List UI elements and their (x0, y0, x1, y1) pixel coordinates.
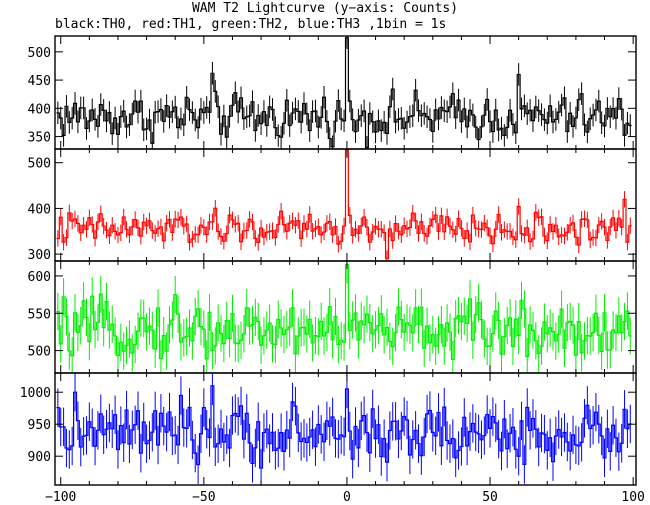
y-tick-label: 350 (28, 131, 51, 146)
x-tick-label: 100 (621, 490, 644, 505)
x-tick-label: 50 (482, 490, 498, 505)
chart-subtitle: black:TH0, red:TH1, green:TH2, blue:TH3 … (55, 17, 447, 32)
y-tick-label: 550 (28, 307, 51, 322)
step-line (56, 385, 632, 469)
y-tick-label: 300 (28, 248, 51, 263)
step-line (56, 149, 632, 260)
y-tick-label: 600 (28, 270, 51, 285)
step-line (56, 37, 632, 148)
series-th1 (56, 149, 632, 261)
series-th2 (56, 261, 632, 373)
panel-th0: 350 400 450 500 (28, 35, 637, 150)
series-th3 (56, 373, 632, 485)
y-tick-label: 400 (28, 202, 51, 217)
x-tick-label: 0 (343, 490, 351, 505)
panel-frame (54, 372, 637, 486)
panel-th2: 500 550 600 (28, 260, 637, 374)
y-tick-label: 450 (28, 74, 51, 89)
x-tick-label: −100 (45, 490, 76, 505)
y-tick-label: 1000 (20, 386, 51, 401)
series-th0 (56, 36, 632, 149)
y-tick-label: 400 (28, 102, 51, 117)
y-tick-label: 950 (28, 418, 51, 433)
chart-title: WAM T2 Lightcurve (y−axis: Counts) (191, 1, 459, 16)
y-tick-label: 500 (28, 345, 51, 360)
x-tick-label: −50 (192, 490, 215, 505)
y-tick-label: 500 (28, 46, 51, 61)
y-tick-label: 500 (28, 157, 51, 172)
y-tick-label: 900 (28, 450, 51, 465)
panel-th3: 900 950 1000 (20, 372, 637, 486)
panel-th1: 300 400 500 (28, 148, 637, 263)
step-line (56, 264, 632, 361)
lightcurve-panels: 3504004505003004005005005506009009501000… (20, 35, 645, 505)
